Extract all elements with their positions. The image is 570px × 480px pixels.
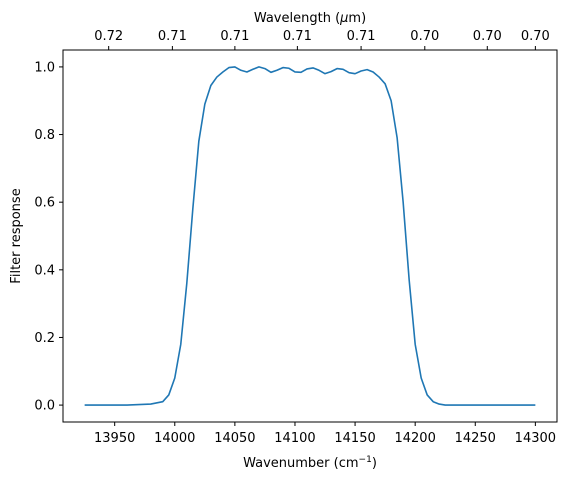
y-axis-title: Filter response	[9, 188, 24, 283]
top-tick-label: 0.70	[473, 29, 502, 44]
x-tick-label: 13950	[94, 431, 135, 446]
y-tick-label: 0.0	[34, 399, 55, 414]
top-tick-label: 0.71	[220, 29, 249, 44]
y-tick-label: 0.6	[34, 196, 55, 211]
x-axis-title: Wavenumber (cm−1)	[243, 455, 377, 471]
y-tick-label: 0.4	[34, 263, 55, 278]
x-tick-label: 14000	[154, 431, 195, 446]
x-tick-label: 14200	[394, 431, 435, 446]
top-tick-label: 0.71	[347, 29, 376, 44]
x-tick-label: 14050	[214, 431, 255, 446]
y-tick-label: 1.0	[34, 60, 55, 75]
series-line-0	[84, 66, 536, 406]
top-tick-label: 0.71	[283, 29, 312, 44]
x-tick-label: 14300	[515, 431, 556, 446]
x-tick-label: 14250	[455, 431, 496, 446]
y-tick-label: 0.8	[34, 128, 55, 143]
y-tick-label: 0.2	[34, 331, 55, 346]
x-tick-label: 14150	[334, 431, 375, 446]
top-tick-label: 0.70	[410, 29, 439, 44]
top-tick-label: 0.70	[521, 29, 550, 44]
ticks-layer: 13950 14000 14050 14100 14150 14200 14250 14300…	[34, 29, 556, 446]
top-axis-title: Wavelength (μm)	[254, 11, 366, 26]
x-tick-label: 14100	[274, 431, 315, 446]
top-tick-label: 0.72	[94, 29, 123, 44]
top-tick-label: 0.71	[158, 29, 187, 44]
plot-layer	[84, 66, 536, 406]
plot-frame	[62, 49, 558, 423]
